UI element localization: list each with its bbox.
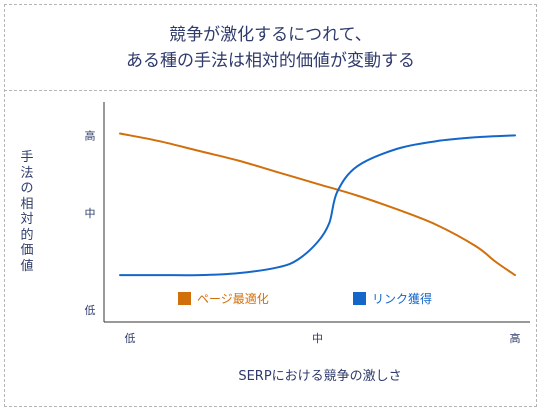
title-divider: [4, 90, 537, 91]
x-axis-label: SERPにおける競争の激しさ: [238, 369, 402, 384]
y-axis-label: 手法の相対的価値: [20, 150, 34, 274]
chart-title-line-1: 競争が激化するにつれて、: [169, 25, 372, 45]
y-tick-label: 低: [85, 304, 96, 317]
chart-ticks: 高中低低中高: [85, 128, 521, 345]
chart-title-line-2: ある種の手法は相対的価値が変動する: [126, 51, 415, 71]
x-tick-label: 高: [510, 331, 521, 345]
chart-frame: [4, 4, 537, 407]
series-line-link-acquisition: [119, 134, 516, 277]
y-tick-label: 高: [85, 128, 96, 142]
legend-item-link-acquisition: リンク獲得: [353, 291, 432, 306]
legend-swatch: [353, 292, 366, 305]
chart-title: 競争が激化するにつれて、 ある種の手法は相対的価値が変動する: [4, 10, 537, 86]
y-tick-label: 中: [85, 207, 96, 220]
legend-label: リンク獲得: [372, 291, 432, 306]
series-line-page-optimization: [119, 132, 516, 277]
chart-series: [119, 132, 516, 277]
legend-label: ページ最適化: [197, 291, 269, 306]
chart-legend: ページ最適化 リンク獲得: [178, 291, 432, 306]
chart-axes: [103, 102, 530, 323]
legend-item-page-optimization: ページ最適化: [178, 291, 269, 306]
legend-swatch: [178, 292, 191, 305]
x-tick-label: 低: [125, 332, 136, 345]
x-tick-label: 中: [312, 332, 323, 345]
